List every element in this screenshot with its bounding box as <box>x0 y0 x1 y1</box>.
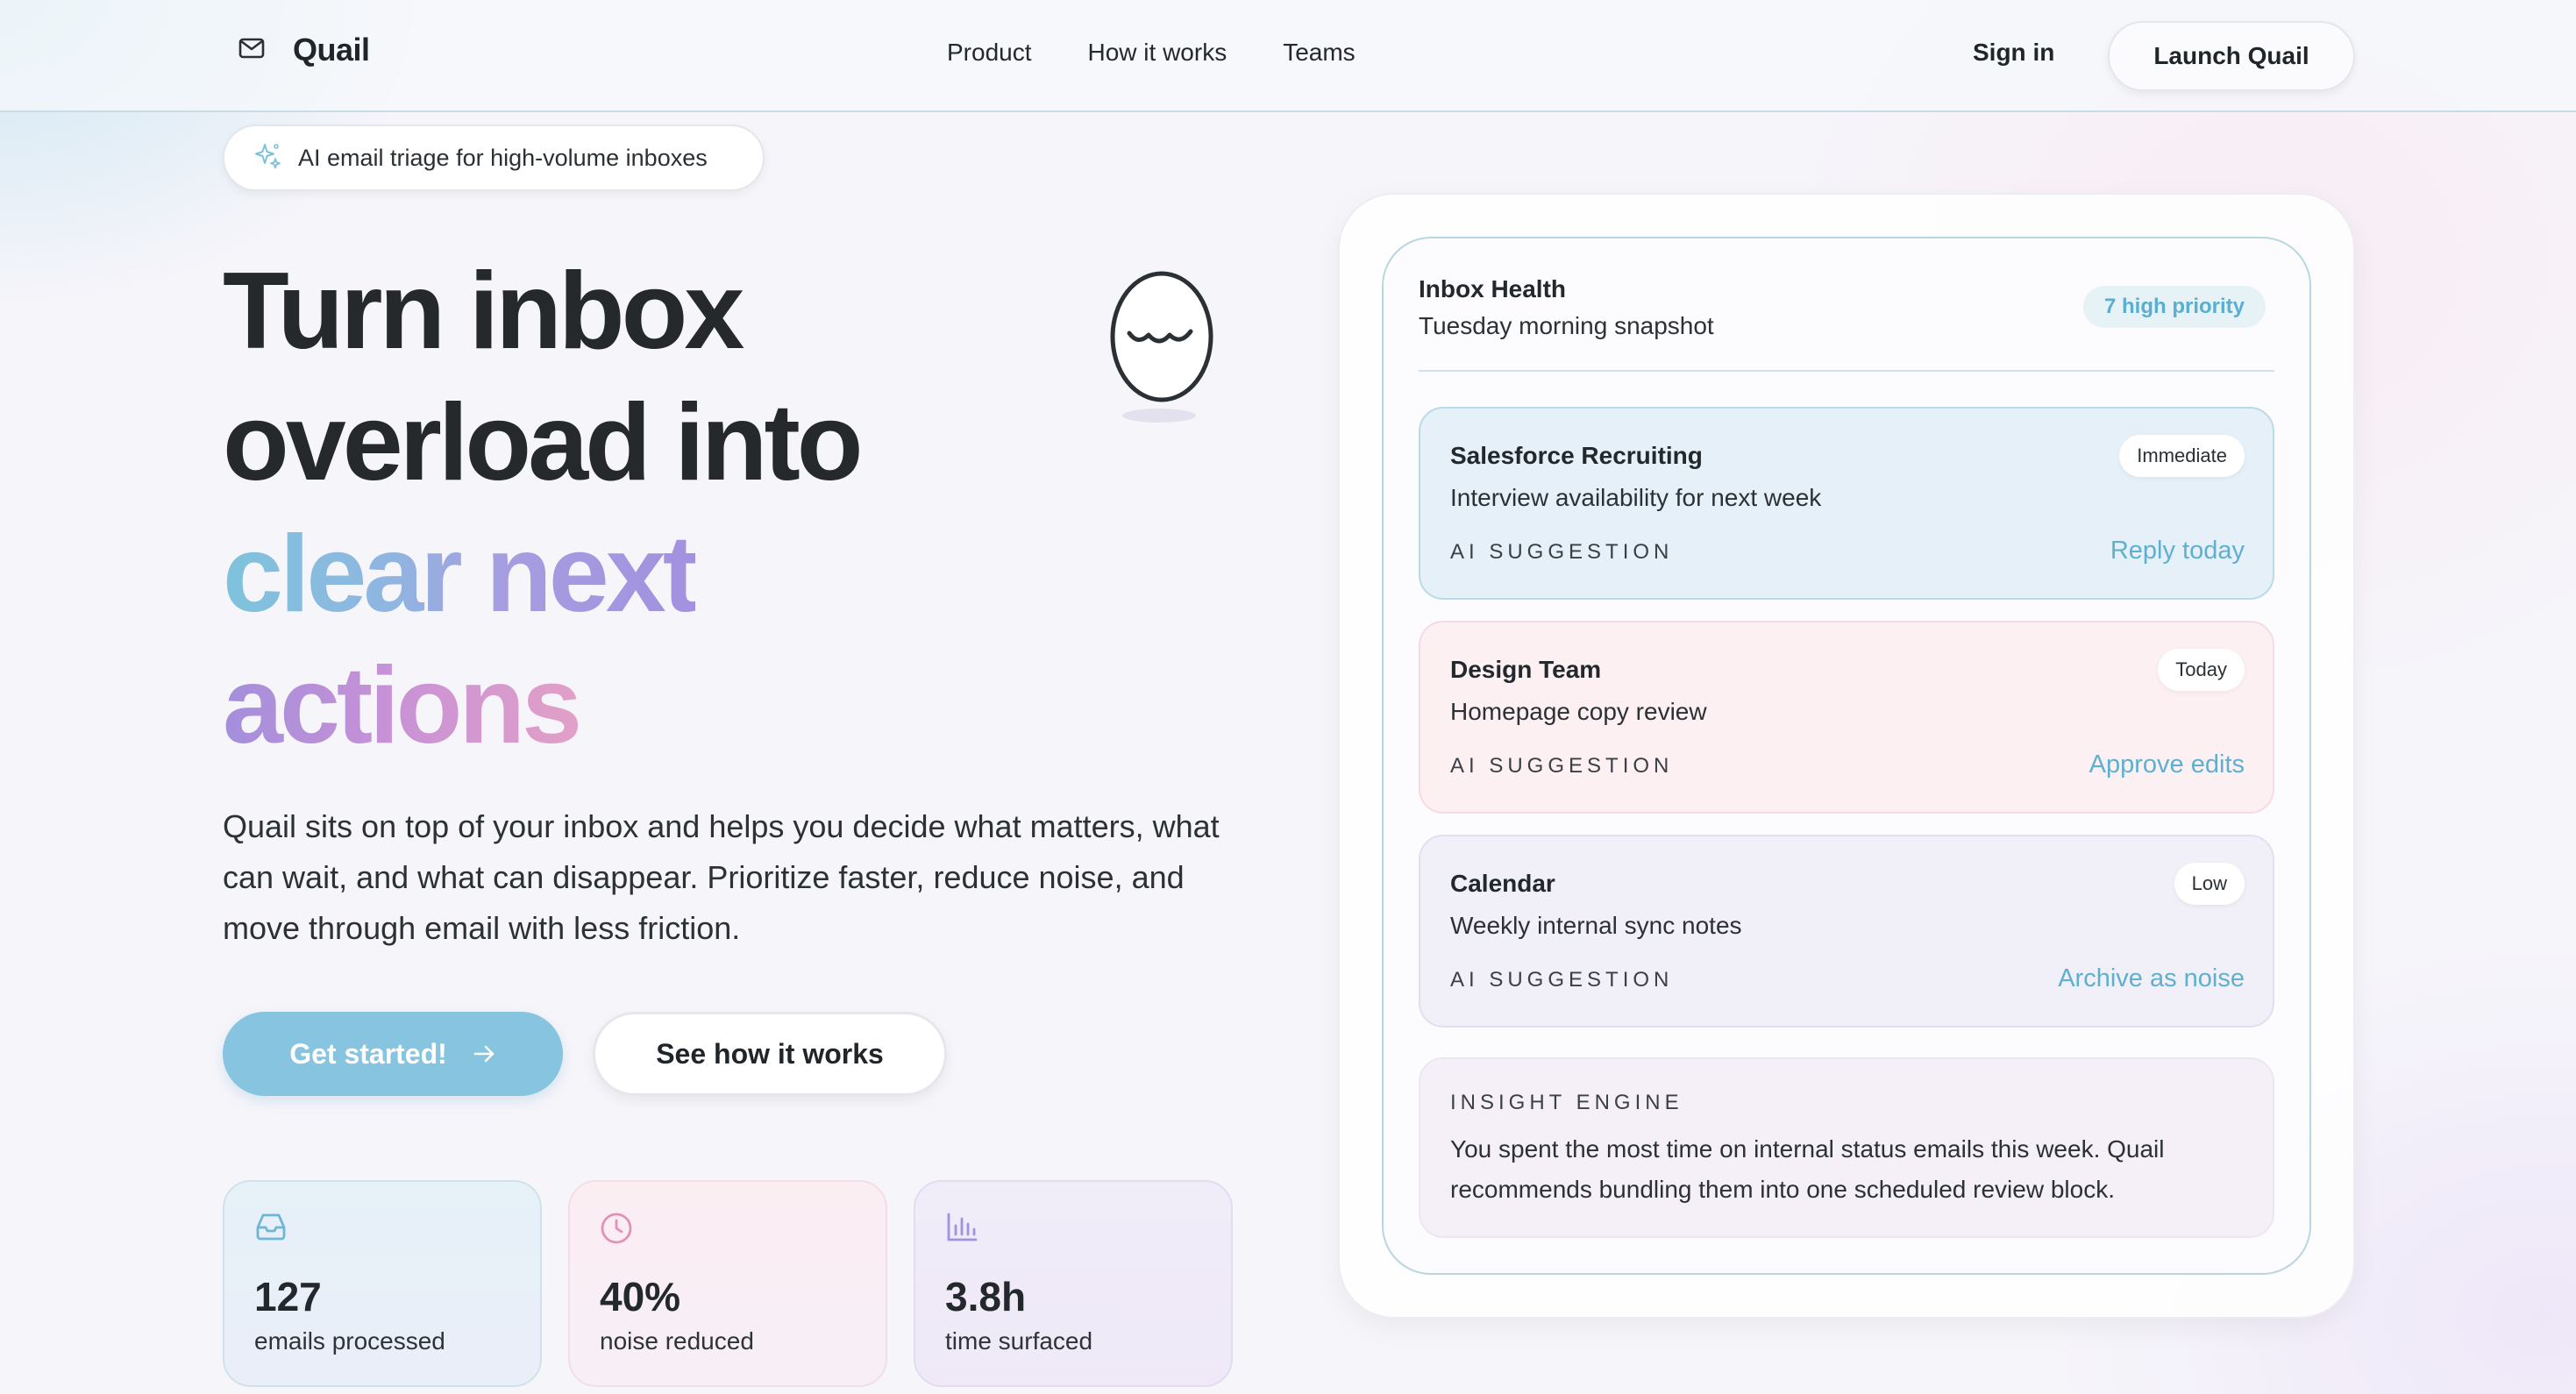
top-navigation-bar: Quail Product How it works Teams Sign in… <box>0 0 2576 112</box>
insight-engine-card: INSIGHT ENGINE You spent the most time o… <box>1419 1057 2274 1238</box>
hero-tag-pill: AI email triage for high-volume inboxes <box>223 124 765 191</box>
bar-chart-icon <box>945 1212 978 1248</box>
panel-title: Inbox Health <box>1419 275 1567 302</box>
nav-how-it-works[interactable]: How it works <box>1087 39 1228 66</box>
brand[interactable]: Quail <box>238 32 370 68</box>
sparkle-icon <box>253 141 282 175</box>
stat-value: 127 <box>254 1274 322 1319</box>
priority-badge: Today <box>2158 649 2245 691</box>
nav-product[interactable]: Product <box>947 39 1032 66</box>
panel-subtitle: Tuesday morning snapshot <box>1419 312 1714 339</box>
email-card-calendar[interactable]: Calendar Low Weekly internal sync notes … <box>1419 835 2274 1028</box>
get-started-label: Get started! <box>289 1037 447 1070</box>
email-subject: Interview availability for next week <box>1450 484 1822 511</box>
hero-headline: Turn inbox overload into clear next acti… <box>223 245 864 772</box>
brand-name: Quail <box>293 32 370 68</box>
nav-teams[interactable]: Teams <box>1283 39 1356 66</box>
suggested-action-link[interactable]: Archive as noise <box>2058 964 2245 992</box>
headline-gradient-2: actions <box>223 640 582 772</box>
ai-suggestion-label: AI SUGGESTION <box>1450 968 1674 992</box>
stat-label: noise reduced <box>600 1327 754 1355</box>
headline-line-2: overload into <box>223 382 864 503</box>
stat-value: 3.8h <box>945 1274 1027 1319</box>
priority-badge: Low <box>2174 863 2245 905</box>
headline-line-1: Turn inbox <box>223 251 744 372</box>
email-subject: Weekly internal sync notes <box>1450 912 1742 939</box>
main-nav: Product How it works Teams <box>947 39 1356 67</box>
suggested-action-link[interactable]: Reply today <box>2110 537 2245 565</box>
inbox-icon <box>254 1212 288 1246</box>
stat-value: 40% <box>600 1274 681 1319</box>
insight-engine-label: INSIGHT ENGINE <box>1450 1091 1683 1114</box>
ai-suggestion-label: AI SUGGESTION <box>1450 540 1674 564</box>
email-card-salesforce[interactable]: Salesforce Recruiting Immediate Intervie… <box>1419 407 2274 600</box>
email-sender: Calendar <box>1450 870 1555 897</box>
quail-mascot-icon <box>1107 267 1220 429</box>
get-started-button[interactable]: Get started! <box>223 1012 563 1096</box>
sign-in-link[interactable]: Sign in <box>1973 39 2055 66</box>
email-card-design-team[interactable]: Design Team Today Homepage copy review A… <box>1419 621 2274 814</box>
panel-divider <box>1419 370 2274 372</box>
priority-badge: Immediate <box>2119 435 2245 477</box>
stat-card-noise: 40% noise reduced <box>568 1180 887 1387</box>
arrow-right-icon <box>473 1038 496 1070</box>
suggested-action-link[interactable]: Approve edits <box>2089 750 2245 779</box>
stat-label: time surfaced <box>945 1327 1093 1355</box>
mail-icon <box>238 38 265 63</box>
launch-quail-button[interactable]: Launch Quail <box>2108 21 2355 91</box>
stat-card-emails: 127 emails processed <box>223 1180 542 1387</box>
stat-label: emails processed <box>254 1327 445 1355</box>
email-subject: Homepage copy review <box>1450 698 1707 725</box>
hero-tag-text: AI email triage for high-volume inboxes <box>298 144 708 171</box>
email-sender: Salesforce Recruiting <box>1450 442 1703 469</box>
ai-suggestion-label: AI SUGGESTION <box>1450 754 1674 778</box>
stat-card-time: 3.8h time surfaced <box>914 1180 1233 1387</box>
headline-gradient-1: clear next <box>223 509 699 640</box>
hero-description: Quail sits on top of your inbox and help… <box>223 808 1220 946</box>
see-how-it-works-button[interactable]: See how it works <box>593 1012 947 1096</box>
clock-icon <box>600 1212 633 1249</box>
insight-text: You spent the most time on internal stat… <box>1450 1135 2165 1203</box>
email-sender: Design Team <box>1450 656 1602 683</box>
high-priority-badge: 7 high priority <box>2083 286 2266 328</box>
